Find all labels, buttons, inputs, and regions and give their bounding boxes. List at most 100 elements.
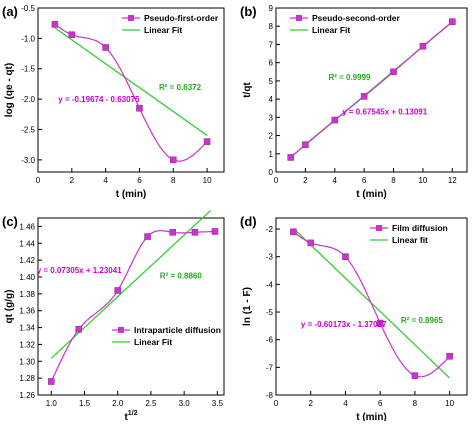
y-tick-label: 1.30 [19,357,35,366]
plot-frame [275,7,468,173]
y-tick-label: 9 [269,4,274,13]
x-tick-label: 8 [413,399,418,408]
legend-label-fit: Linear Fit [312,25,350,35]
data-point [287,154,294,161]
y-tick-label: 1.38 [19,290,35,299]
x-tick-label: 3.5 [212,399,224,408]
y-tick-label: 4 [269,95,274,104]
data-point [331,116,339,124]
data-point [136,104,143,112]
y-tick-label: -1.0 [21,34,35,43]
x-tick-label: 10 [203,176,212,185]
x-axis-label: t (min) [356,189,387,200]
y-tick-label: 1.44 [19,239,35,248]
x-tick-label: 2 [303,176,308,185]
y-axis-label: ln (1 - F) [242,287,253,326]
x-tick-label: 8 [171,176,176,185]
y-tick-label: -5 [266,308,274,317]
y-tick-label: 3 [269,113,274,122]
legend-label-fit: Linear fit [392,235,428,245]
y-tick-label: -8 [266,391,274,400]
legend-label-fit: Linear Fit [144,25,182,35]
legend-label-data: Pseudo-first-order [144,13,219,23]
y-tick-label: 1.36 [19,307,35,316]
y-tick-label: -4 [266,280,274,289]
panel-label: (b) [240,4,257,19]
data-point [290,228,297,236]
data-point [446,352,453,360]
y-tick-label: -7 [266,363,274,372]
data-point [68,31,76,39]
panel-label: (d) [240,214,257,229]
fit-line [50,209,212,359]
x-tick-label: 0 [274,176,279,185]
x-tick-label: 10 [418,176,427,185]
legend-label-data: Intraparticle diffusion [134,325,221,335]
data-point [342,253,349,261]
data-curve [293,231,451,378]
data-point [102,44,109,51]
plot-frame [37,7,225,173]
chart-panel-c: (c) 1.0 1.5 2.0 2.5 3.0 3.5 1.26 1.28 1.30 1.32 1.3… [2,209,225,423]
y-axis-label: t/qt [242,82,253,98]
x-tick-label: 6 [362,176,367,185]
y-tick-label: -3 [266,253,274,262]
y-tick-label: 2 [269,132,274,141]
x-axis-label-superscript: 1/2 [128,410,138,417]
legend: Intraparticle diffusion Linear Fit [112,325,221,347]
legend-marker [118,327,124,333]
chart-panel-d: (d) 0 2 4 6 8 10 -8 -7 -6 -5 -4 -3 -2 t (min) ln (1 - F… [240,214,468,423]
y-tick-label: 1.26 [19,391,35,400]
y-tick-label: 8 [269,22,274,31]
fit-equation-label: y = -0.60173x - 1.37027 [301,320,387,329]
y-axis-label: log (qe - qt) [4,63,15,117]
data-point [203,138,211,145]
plot-frame [275,217,468,396]
x-axis-label: t (min) [116,189,147,200]
chart-panel-a: (a) 0 2 4 6 8 10 -3.0 -2.5 -2.0 -1.5 -1.0 -0.5 t (min… [2,4,225,200]
x-tick-label: 4 [333,176,338,185]
x-tick-label: 2 [309,399,314,408]
y-tick-label: 1.46 [19,222,35,231]
r-squared-label: R² = 0.8965 [401,316,444,325]
fit-equation-label: y = 0.67545x + 0.13091 [342,108,428,117]
data-point [191,229,199,236]
y-axis-label: qt (g/g) [4,290,15,324]
data-point [114,287,122,294]
legend: Pseudo-second-order Linear Fit [290,13,401,35]
x-tick-label: 3.0 [179,399,191,408]
y-tick-label: 1.28 [19,374,35,383]
fit-line [54,27,208,136]
x-tick-label: 8 [391,176,396,185]
y-tick-label: 1 [269,150,274,159]
y-tick-label: -1.5 [21,65,35,74]
y-tick-label: 5 [269,77,274,86]
y-tick-label: 1.34 [19,324,35,333]
r-squared-label: R² = 0.9999 [328,73,371,82]
x-tick-label: 1.0 [46,399,58,408]
data-point [144,233,151,240]
data-point [211,228,219,235]
y-tick-label: -6 [266,336,274,345]
x-tick-label: 1.5 [79,399,91,408]
y-tick-label: -2.0 [21,95,35,104]
r-squared-label: R² = 0.6372 [159,83,202,92]
data-point [411,372,419,379]
y-tick-label: -2 [266,225,274,234]
legend-label-data: Film diffusion [392,223,448,233]
data-point [360,93,368,100]
plot-frame [37,217,225,396]
data-curve [54,23,208,162]
r-squared-label: R² = 0.8860 [160,272,203,281]
y-tick-label: 7 [269,40,274,49]
x-tick-label: 0 [36,176,41,185]
x-axis-label: t1/2 [124,410,137,421]
y-tick-label: 0 [269,168,274,177]
y-tick-label: -0.5 [21,4,35,13]
data-point [47,378,55,385]
data-point [449,18,456,25]
x-tick-label: 12 [448,176,457,185]
y-tick-label: 1.42 [19,256,35,265]
